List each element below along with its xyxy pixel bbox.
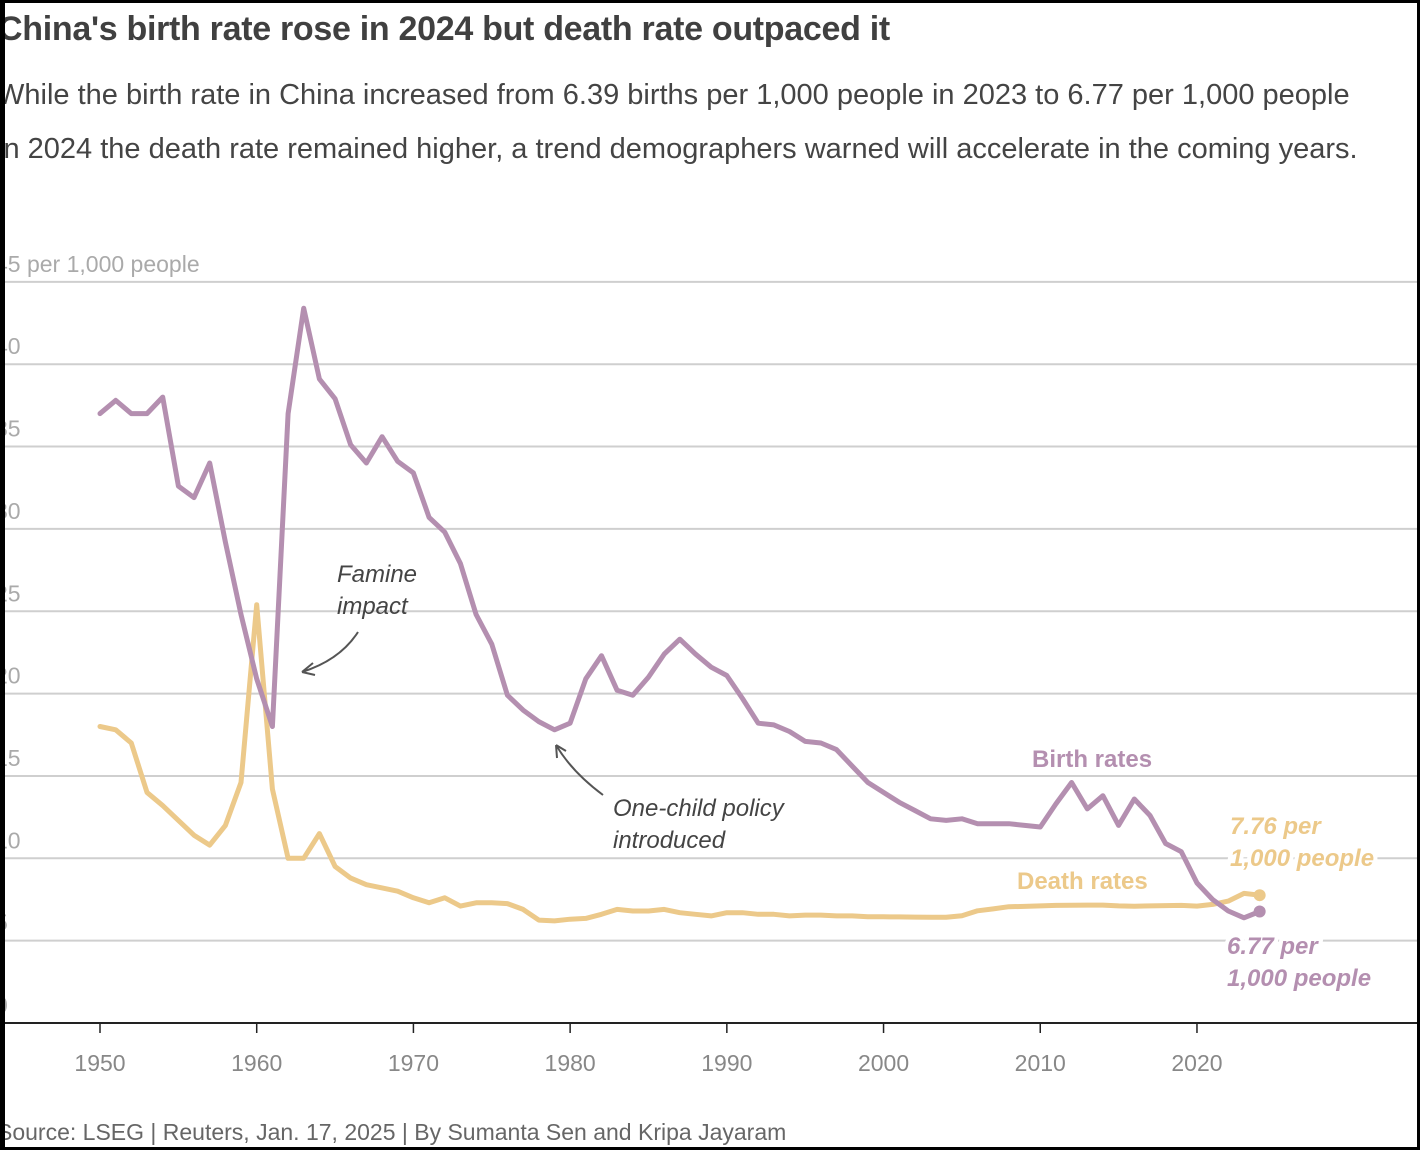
y-tick-15: 15 bbox=[0, 745, 21, 771]
annotation-one-child-line2: introduced bbox=[613, 827, 726, 854]
birth-end-label-line1: 6.77 per bbox=[1227, 933, 1319, 960]
x-tick-labels: 1950 1960 1970 1980 1990 2000 2010 2020 bbox=[74, 1023, 1223, 1076]
y-tick-40: 40 bbox=[0, 333, 21, 359]
y-axis-label: 45 per 1,000 people bbox=[0, 251, 200, 277]
y-tick-25: 25 bbox=[0, 580, 21, 606]
y-tick-30: 30 bbox=[0, 498, 21, 524]
x-tick-2020: 2020 bbox=[1171, 1050, 1222, 1076]
y-tick-20: 20 bbox=[0, 663, 21, 689]
death-rates-label: Death rates bbox=[1017, 868, 1148, 895]
annotation-famine-line2: impact bbox=[337, 593, 409, 620]
death-end-label-line1: 7.76 per bbox=[1230, 813, 1322, 840]
birth-rates-label: Birth rates bbox=[1032, 746, 1152, 773]
x-tick-1980: 1980 bbox=[545, 1050, 596, 1076]
x-tick-2000: 2000 bbox=[858, 1050, 909, 1076]
death-rates-end-point bbox=[1253, 889, 1266, 902]
y-tick-10: 10 bbox=[0, 827, 21, 853]
x-tick-1990: 1990 bbox=[701, 1050, 752, 1076]
chart-subtitle: While the birth rate in China increased … bbox=[0, 79, 1358, 165]
source-note: Source: LSEG | Reuters, Jan. 17, 2025 | … bbox=[0, 1119, 787, 1145]
birth-rates-end-point bbox=[1253, 905, 1266, 918]
annotation-one-child-arrow bbox=[555, 744, 604, 796]
birth-end-label-line2: 1,000 people bbox=[1227, 965, 1371, 992]
x-tick-1970: 1970 bbox=[388, 1050, 439, 1076]
y-tick-0: 0 bbox=[0, 992, 8, 1018]
x-tick-2010: 2010 bbox=[1015, 1050, 1066, 1076]
birth-rates-line bbox=[97, 305, 1263, 921]
y-tick-labels: 0 5 10 15 20 25 30 35 40 bbox=[0, 333, 21, 1018]
chart-title: China's birth rate rose in 2024 but deat… bbox=[0, 10, 890, 48]
death-end-label-line2: 1,000 people bbox=[1230, 845, 1374, 872]
annotation-famine-line1: Famine bbox=[337, 561, 417, 588]
y-tick-5: 5 bbox=[0, 910, 8, 936]
x-tick-1960: 1960 bbox=[231, 1050, 282, 1076]
x-tick-1950: 1950 bbox=[74, 1050, 125, 1076]
annotation-famine-arrow bbox=[301, 631, 359, 676]
y-tick-35: 35 bbox=[0, 416, 21, 442]
death-rates-line bbox=[97, 602, 1263, 924]
series-lines bbox=[97, 305, 1266, 924]
annotation-one-child-line1: One-child policy bbox=[613, 795, 786, 822]
